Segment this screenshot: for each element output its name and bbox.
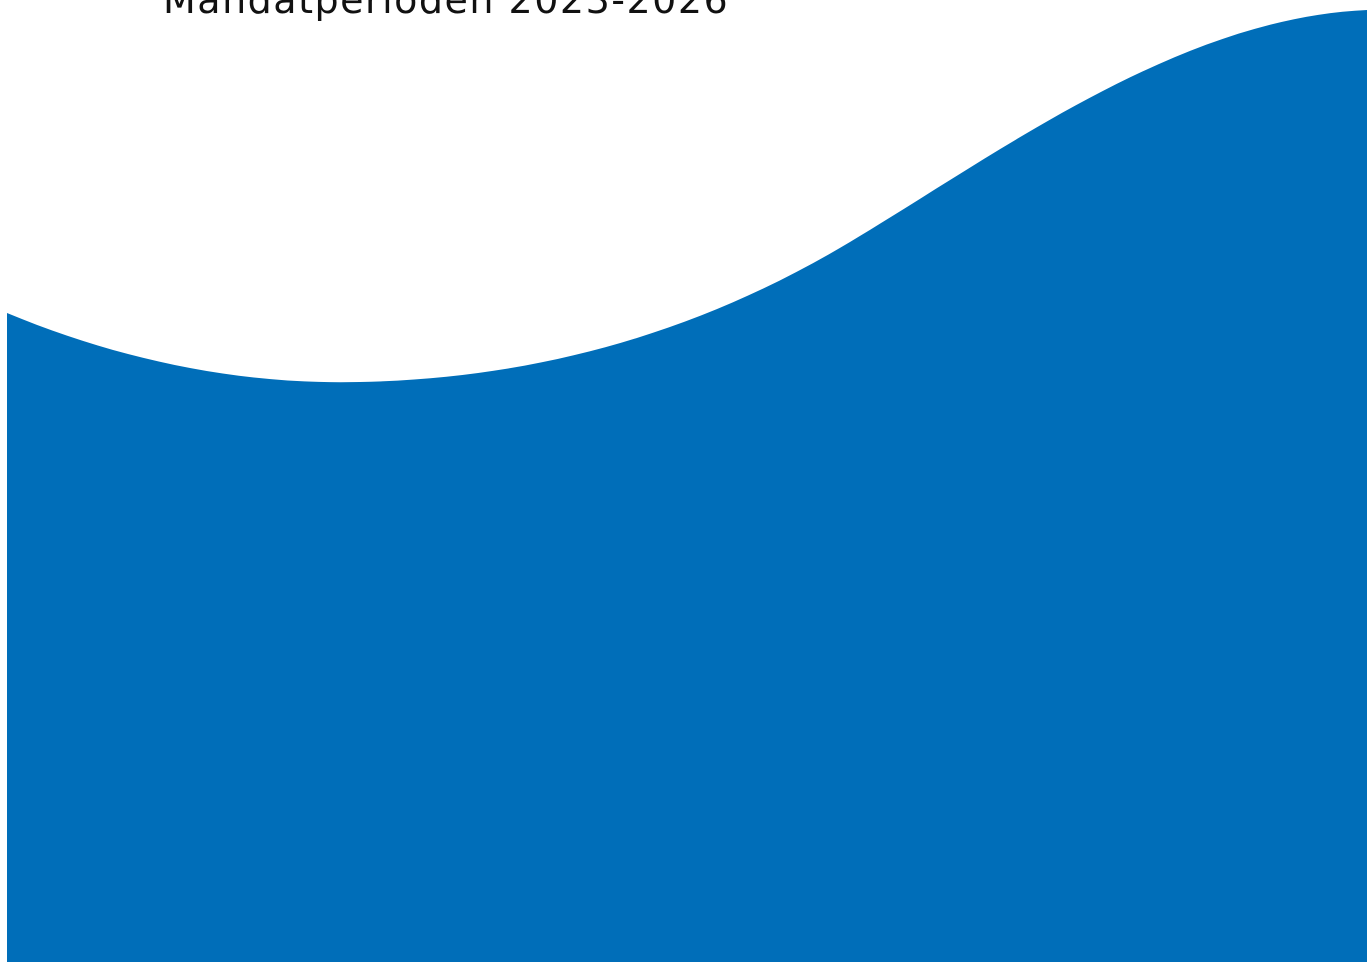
wave-shape: [7, 10, 1367, 962]
document-title: Mandatperioden 2023-2026: [163, 0, 730, 22]
